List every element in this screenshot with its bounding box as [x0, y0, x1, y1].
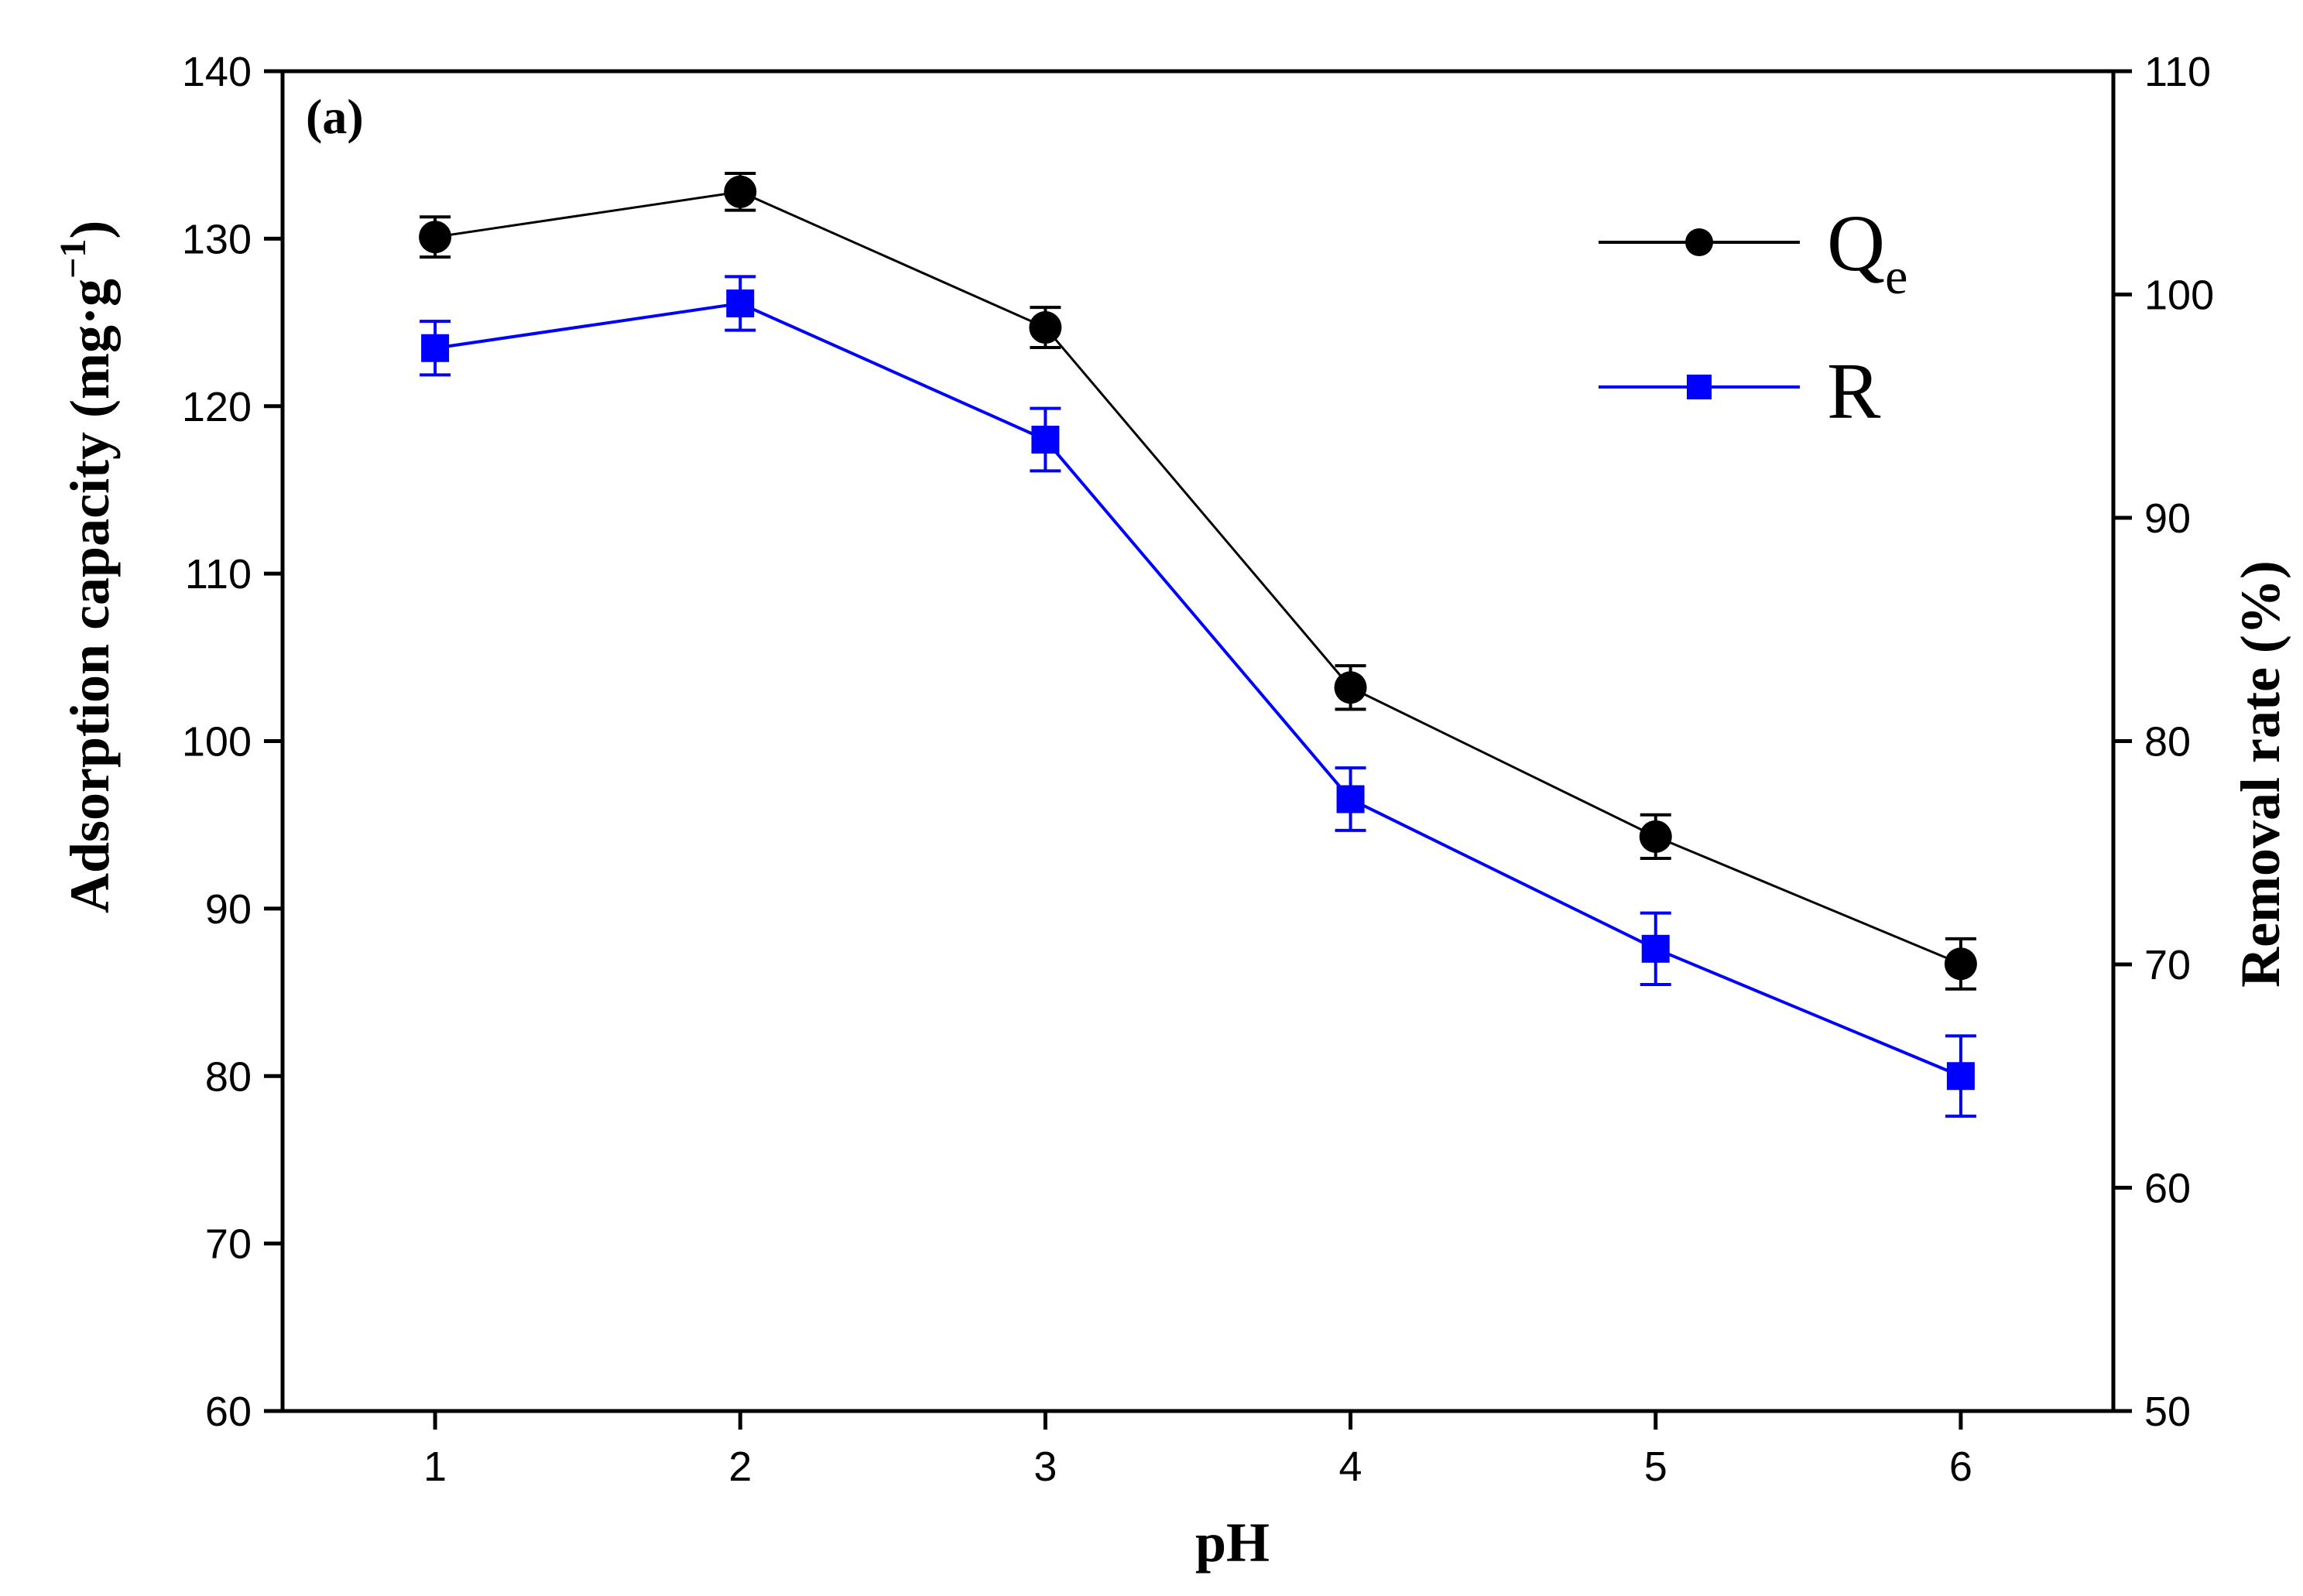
data-point-qe: [1334, 671, 1367, 704]
y-axis-title-sup: −1: [53, 239, 94, 279]
y-tick-label: 120: [182, 384, 252, 430]
y-tick-label: 70: [205, 1221, 252, 1268]
data-point-qe: [419, 221, 452, 254]
legend-label-qe-sub: e: [1885, 248, 1907, 305]
y-axis-title-close: ): [59, 221, 121, 239]
y-tick-label: 130: [182, 216, 252, 262]
panel-label: (a): [306, 89, 364, 144]
series-line-qe: [434, 190, 1962, 965]
y-tick-label: 90: [205, 886, 252, 933]
series-line-r: [434, 301, 1962, 1078]
y2-tick-label: 110: [2144, 49, 2211, 95]
data-point-r: [726, 289, 755, 318]
data-point-qe: [1029, 311, 1062, 344]
data-point-r: [1946, 1062, 1975, 1091]
y2-tick-label: 100: [2144, 272, 2214, 319]
y-axis-title: Adsorption capacity (mg·g−1): [53, 221, 121, 913]
legend: Qe R: [1599, 199, 1907, 436]
legend-entry-r: R: [1599, 347, 1881, 436]
y-tick-label: 80: [205, 1053, 252, 1100]
y-tick-label: 140: [182, 49, 252, 95]
y-axis-right: 50 60 70 80 90 100 110: [2113, 49, 2214, 1435]
y-axis-title-main: Adsorption capacity (mg·g: [59, 279, 121, 913]
legend-entry-qe: Qe: [1599, 199, 1907, 305]
legend-label-qe-main: Q: [1827, 199, 1885, 288]
data-point-r: [421, 334, 450, 362]
data-point-qe: [1944, 947, 1977, 981]
y2-tick-label: 60: [2144, 1166, 2191, 1212]
y-axis-left: 60 70 80 90 100 110 120 130 140: [182, 49, 283, 1435]
y2-tick-label: 50: [2144, 1389, 2191, 1435]
y2-tick-label: 70: [2144, 942, 2191, 988]
data-point-r: [1031, 426, 1060, 454]
y2-tick-label: 90: [2144, 495, 2191, 542]
y2-axis-title: Removal rate (%): [2229, 560, 2291, 988]
y2-tick-label: 80: [2144, 719, 2191, 765]
x-tick-label: 1: [423, 1444, 447, 1490]
x-axis-title: pH: [1195, 1512, 1270, 1574]
x-tick-label: 2: [728, 1444, 752, 1490]
legend-marker-qe: [1685, 228, 1713, 256]
x-tick-label: 6: [1949, 1444, 1972, 1490]
x-axis: 1 2 3 4 5 6: [423, 1411, 1972, 1490]
y-tick-label: 100: [182, 719, 252, 765]
legend-marker-r: [1687, 375, 1712, 399]
plot-series: [419, 171, 1977, 1118]
x-tick-label: 4: [1339, 1444, 1362, 1490]
x-tick-label: 3: [1033, 1444, 1057, 1490]
y-tick-label: 60: [205, 1389, 252, 1435]
data-point-r: [1641, 934, 1670, 963]
data-point-r: [1336, 785, 1365, 813]
x-tick-label: 5: [1644, 1444, 1667, 1490]
data-point-qe: [724, 175, 757, 208]
data-point-qe: [1639, 820, 1672, 853]
legend-label-r: R: [1827, 347, 1881, 436]
y-tick-label: 110: [185, 551, 252, 598]
legend-label-qe: Qe: [1827, 199, 1907, 305]
